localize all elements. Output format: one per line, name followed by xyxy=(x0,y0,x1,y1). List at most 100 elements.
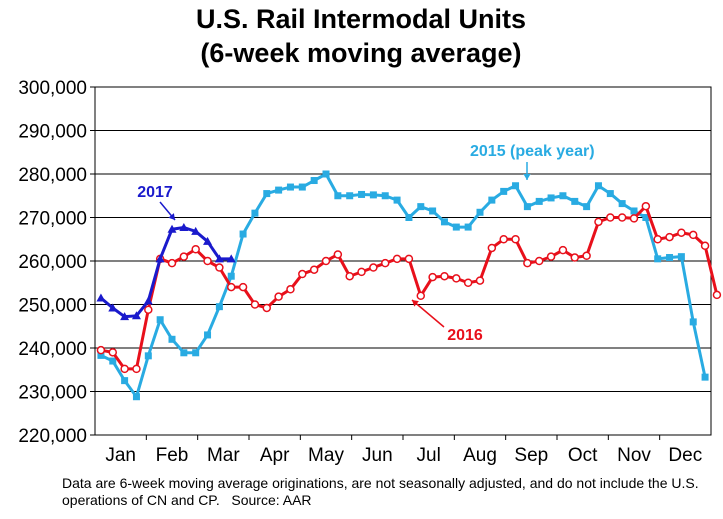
series-2016 xyxy=(96,201,722,374)
series-layer xyxy=(96,170,722,401)
x-tick-label: Nov xyxy=(617,445,651,466)
data-point xyxy=(618,200,626,208)
data-point xyxy=(534,256,544,266)
data-point xyxy=(227,272,235,280)
data-point xyxy=(666,254,674,262)
data-point xyxy=(405,214,413,221)
data-point xyxy=(334,192,342,200)
data-point xyxy=(298,269,307,279)
x-tick-label: Apr xyxy=(260,445,290,466)
data-point xyxy=(547,194,555,202)
data-point xyxy=(570,253,580,262)
annotation-bg-2016 xyxy=(435,323,495,346)
data-point xyxy=(475,276,485,285)
data-point xyxy=(463,278,473,287)
data-point xyxy=(143,296,153,305)
data-point xyxy=(700,241,710,251)
annotation-label-2015-peak-year: 2015 (peak year) xyxy=(470,143,595,160)
data-point xyxy=(108,303,118,312)
x-tick-label: Feb xyxy=(156,445,189,466)
data-point xyxy=(215,303,223,311)
x-tick-label: Aug xyxy=(463,445,497,466)
data-point xyxy=(132,393,140,401)
data-point xyxy=(677,228,686,237)
data-point xyxy=(132,364,141,374)
x-tick-label: May xyxy=(308,445,344,466)
data-point xyxy=(191,226,201,235)
y-tick-label: 300,000 xyxy=(18,78,87,99)
data-point xyxy=(416,291,426,301)
data-point xyxy=(298,183,306,191)
data-point xyxy=(109,357,117,365)
data-point xyxy=(251,209,259,217)
data-point xyxy=(155,254,165,263)
x-tick-label: Jul xyxy=(417,445,441,466)
annotation-label-2016: 2016 xyxy=(447,327,483,344)
data-point xyxy=(417,203,425,211)
data-point xyxy=(440,271,449,281)
data-point xyxy=(594,182,602,190)
data-point xyxy=(464,223,472,231)
data-point xyxy=(250,300,260,309)
data-point xyxy=(476,208,484,216)
data-point xyxy=(429,207,437,215)
annotation-arrowhead-2016 xyxy=(412,300,419,307)
chart-title-line-2: (6-week moving average) xyxy=(200,38,521,68)
data-point xyxy=(168,335,176,343)
data-point xyxy=(204,331,212,339)
data-point xyxy=(108,348,118,357)
data-point xyxy=(238,282,248,292)
data-point xyxy=(239,230,247,238)
y-axis: 220,000 230,000 240,000 250,000 260,000 270,0… xyxy=(18,78,95,447)
annotation-arrowhead-2017 xyxy=(168,213,175,220)
data-point xyxy=(583,203,591,211)
annotation-arrowhead-2015-peak-year xyxy=(523,174,531,180)
data-point xyxy=(345,271,354,281)
data-point xyxy=(286,285,295,294)
y-tick-label: 260,000 xyxy=(18,252,87,273)
data-point xyxy=(167,258,177,268)
x-tick-label: Jan xyxy=(105,445,136,466)
data-point xyxy=(96,293,106,302)
chart-title-line-1: U.S. Rail Intermodal Units xyxy=(196,4,526,34)
data-point xyxy=(97,351,105,359)
footnote: Data are 6-week moving average originati… xyxy=(62,475,703,508)
data-point xyxy=(653,235,662,244)
series-2015-peak-year xyxy=(97,170,709,401)
data-point xyxy=(606,190,614,198)
data-point xyxy=(120,312,130,321)
data-point xyxy=(452,274,461,283)
data-point xyxy=(120,364,129,374)
data-point xyxy=(512,182,520,190)
data-point xyxy=(523,203,531,211)
data-point xyxy=(380,258,390,268)
data-point xyxy=(192,349,200,357)
y-tick-label: 220,000 xyxy=(18,426,87,447)
annotation-arrow-2016 xyxy=(411,299,445,328)
data-point xyxy=(191,245,200,254)
data-point xyxy=(535,197,543,205)
data-point xyxy=(381,192,389,200)
series-2017 xyxy=(96,223,236,321)
data-point xyxy=(144,352,152,360)
data-point xyxy=(452,223,460,231)
data-point xyxy=(286,183,294,191)
data-point xyxy=(321,256,331,266)
data-point xyxy=(641,201,651,211)
x-axis: Jan Feb Mar Apr May Jun Jul Aug Sep Oct Nov Dec xyxy=(105,435,702,466)
y-tick-label: 280,000 xyxy=(18,165,87,186)
x-tick-label: Oct xyxy=(568,445,598,466)
x-tick-label: Mar xyxy=(207,445,240,466)
data-point xyxy=(275,186,283,194)
data-point xyxy=(358,190,366,198)
data-point xyxy=(226,254,236,263)
data-point xyxy=(274,292,283,301)
data-point xyxy=(346,192,354,200)
data-point xyxy=(369,191,377,199)
data-point xyxy=(121,377,129,385)
data-point xyxy=(369,263,378,272)
data-point xyxy=(500,187,508,195)
data-point xyxy=(523,258,532,268)
y-tick-label: 270,000 xyxy=(18,209,87,230)
y-tick-label: 250,000 xyxy=(18,296,87,317)
